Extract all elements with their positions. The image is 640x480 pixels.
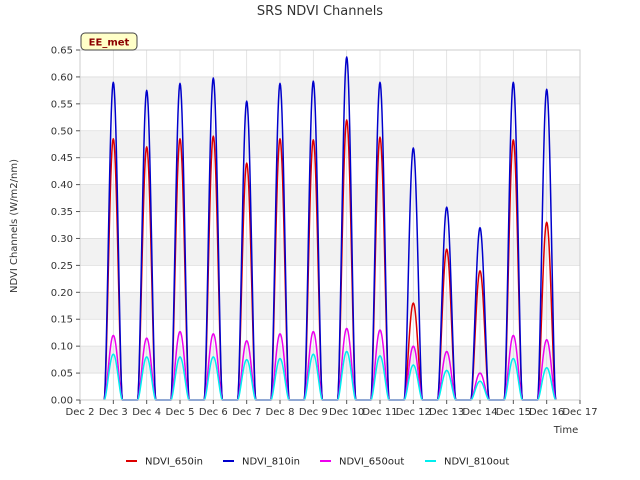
x-tick-label: Dec 5 — [166, 407, 195, 418]
plot-band — [80, 346, 580, 374]
plot-band — [80, 292, 580, 320]
plot-band — [80, 238, 580, 266]
y-tick-label: 0.65 — [51, 46, 73, 57]
plot-band — [80, 76, 580, 104]
y-tick-label: 0.35 — [51, 207, 73, 218]
y-tick-label: 0.45 — [51, 153, 73, 164]
x-tick-label: Dec 9 — [299, 407, 328, 418]
x-axis-ticks: Dec 2 Dec 3 Dec 4 Dec 5 Dec 6 Dec 7 Dec 8 Dec 9… — [66, 400, 598, 418]
legend-label: NDVI_810out — [444, 457, 509, 468]
legend-item: NDVI_810out — [425, 457, 509, 468]
x-tick-label: Dec 11 — [362, 407, 397, 418]
plot-background — [80, 50, 580, 400]
x-tick-label: Dec 12 — [396, 407, 431, 418]
x-tick-label: Dec 14 — [462, 407, 497, 418]
y-tick-label: 0.20 — [51, 288, 73, 299]
y-tick-label: 0.10 — [51, 342, 73, 353]
x-tick-label: Dec 6 — [199, 407, 228, 418]
x-tick-label: Dec 4 — [132, 407, 161, 418]
y-tick-label: 0.30 — [51, 234, 73, 245]
y-tick-label: 0.40 — [51, 180, 73, 191]
legend-label: NDVI_810in — [242, 457, 300, 468]
x-tick-label: Dec 13 — [429, 407, 464, 418]
x-tick-label: Dec 16 — [529, 407, 564, 418]
x-tick-label: Dec 17 — [562, 407, 597, 418]
y-tick-label: 0.25 — [51, 261, 73, 272]
y-tick-label: 0.55 — [51, 99, 73, 110]
station-badge-text: EE_met — [89, 38, 130, 49]
x-tick-label: Dec 8 — [266, 407, 295, 418]
x-tick-label: Dec 10 — [329, 407, 364, 418]
station-badge-box — [80, 32, 138, 51]
x-axis-label: Time — [553, 425, 578, 436]
legend-item: NDVI_810in — [223, 457, 300, 468]
chart-title: SRS NDVI Channels — [257, 4, 383, 19]
legend: NDVI_650in NDVI_810in NDVI_650out NDVI_810o… — [126, 457, 509, 468]
y-tick-label: 0.00 — [51, 396, 73, 407]
x-tick-label: Dec 15 — [496, 407, 531, 418]
x-tick-label: Dec 3 — [99, 407, 128, 418]
y-tick-label: 0.05 — [51, 369, 73, 380]
x-tick-label: Dec 2 — [66, 407, 95, 418]
legend-item: NDVI_650in — [126, 457, 203, 468]
legend-item: NDVI_650out — [320, 457, 404, 468]
y-axis-ticks: 0.00 0.05 0.10 0.15 0.20 0.25 0.30 0.35 0.40 0.45… — [51, 46, 80, 407]
plot-frame — [79, 49, 581, 401]
y-tick-label: 0.60 — [51, 72, 73, 83]
grid-lines — [79, 49, 581, 401]
legend-label: NDVI_650out — [339, 457, 404, 468]
station-badge: EE_met — [80, 32, 138, 51]
legend-label: NDVI_650in — [145, 457, 203, 468]
plot-band — [80, 184, 580, 212]
y-tick-label: 0.50 — [51, 126, 73, 137]
y-tick-label: 0.15 — [51, 315, 73, 326]
plot-band — [80, 130, 580, 158]
x-tick-label: Dec 7 — [232, 407, 261, 418]
plot-area — [80, 50, 580, 400]
y-axis-label: NDVI Channels (W/m2/nm) — [9, 159, 20, 293]
